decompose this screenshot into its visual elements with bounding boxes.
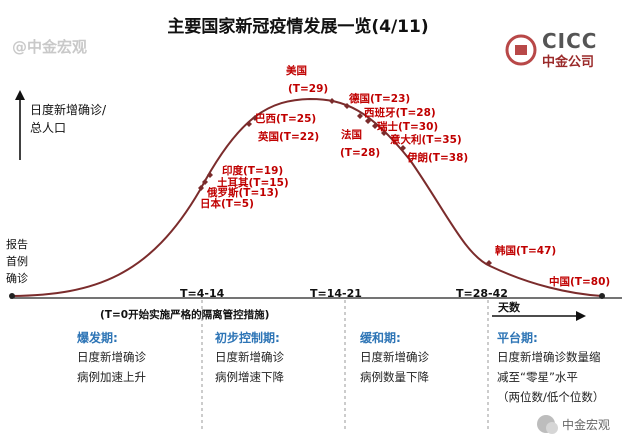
marker-india (207, 172, 213, 178)
tick-2: T=14-21 (310, 287, 362, 300)
marker-iran (400, 145, 406, 151)
label-russia: 俄罗斯(T=13) (206, 186, 279, 199)
start-label-2: 首例 (6, 254, 28, 268)
label-japan: 日本(T=5) (200, 197, 254, 210)
phase-control-line2: 病例增速下降 (215, 370, 284, 384)
marker-brazil (252, 115, 258, 121)
label-swiss: 瑞士(T=30) (377, 120, 438, 133)
label-iran: 伊朗(T=38) (406, 151, 468, 164)
phase-plateau-title: 平台期: (497, 330, 538, 345)
phase-plateau: 平台期: 日度新增确诊数量缩 减至“零星”水平 （两位数/低个位数） (497, 330, 604, 404)
phase-outbreak-line1: 日度新增确诊 (77, 350, 146, 364)
label-china: 中国(T=80) (549, 275, 610, 288)
marker-korea (486, 260, 492, 266)
label-spain: 西班牙(T=28) (364, 106, 436, 119)
cicc-logo-mark-icon (515, 45, 527, 55)
start-label-3: 确诊 (6, 271, 28, 285)
epidemic-curve (11, 97, 603, 297)
phase-easing-line1: 日度新增确诊 (360, 350, 429, 364)
phase-easing-title: 缓和期: (360, 330, 401, 345)
marker-swiss (372, 123, 378, 129)
control-note: (T=0开始实施严格的隔离管控措施) (100, 308, 269, 321)
country-markers (198, 98, 492, 266)
label-brazil: 巴西(T=25) (255, 113, 316, 125)
watermark-top: @中金宏观 (12, 38, 87, 56)
phase-easing: 缓和期: 日度新增确诊 病例数量下降 (360, 330, 429, 384)
cicc-logo-ring-icon (505, 34, 537, 66)
start-label-1: 报告 (6, 237, 28, 251)
label-uk: 英国(T=22) (257, 130, 319, 143)
diagram-title: 主要国家新冠疫情发展一览(4/11) (167, 16, 428, 37)
marker-japan (198, 185, 204, 191)
cicc-logo: CICC 中金公司 (505, 29, 597, 70)
days-label: 天数 (498, 300, 521, 314)
phase-dividers (201, 300, 489, 430)
marker-germany (344, 103, 350, 109)
phase-outbreak-title: 爆发期: (77, 330, 118, 345)
label-france: 法国 (341, 128, 362, 141)
days-arrowhead-icon (576, 311, 586, 321)
marker-russia (202, 179, 208, 185)
y-axis-arrowhead-icon (15, 90, 25, 100)
label-turkey: 土耳其(T=15) (217, 176, 289, 189)
marker-uk (246, 121, 252, 127)
label-usa-t: (T=29) (288, 83, 328, 95)
label-germany: 德国(T=23) (348, 92, 410, 105)
y-axis-label-line2: 总人口 (30, 121, 66, 135)
phase-outbreak: 爆发期: 日度新增确诊 病例加速上升 (77, 330, 146, 384)
phase-plateau-line2: 减至“零星”水平 (497, 370, 578, 384)
label-korea: 韩国(T=47) (495, 244, 556, 257)
label-italy: 意大利(T=35) (390, 133, 462, 146)
marker-spain (365, 118, 371, 124)
phase-initial-control: 初步控制期: 日度新增确诊 病例增速下降 (215, 330, 284, 384)
phase-outbreak-line2: 病例加速上升 (77, 370, 146, 384)
phase-plateau-line1: 日度新增确诊数量缩 (497, 350, 601, 364)
label-usa: 美国 (286, 64, 307, 77)
y-axis-label-line1: 日度新增确诊/ (30, 102, 107, 117)
tick-3: T=28-42 (456, 287, 508, 300)
tick-1: T=4-14 (180, 287, 225, 300)
brand-chinese: 中金公司 (542, 54, 594, 70)
label-india: 印度(T=19) (222, 164, 283, 177)
brand-latin: CICC (542, 29, 597, 53)
start-point (9, 293, 15, 299)
footer-watermark: 中金宏观 (537, 415, 610, 434)
marker-usa (329, 98, 335, 104)
marker-france (357, 113, 363, 119)
phase-control-line1: 日度新增确诊 (215, 350, 284, 364)
label-france-t: (T=28) (340, 147, 380, 159)
end-point (599, 293, 605, 299)
marker-italy (381, 130, 387, 136)
phase-easing-line2: 病例数量下降 (360, 370, 429, 384)
footer-watermark-text: 中金宏观 (562, 417, 610, 432)
phase-plateau-line3: （两位数/低个位数） (497, 390, 604, 404)
phase-control-title: 初步控制期: (215, 330, 280, 345)
